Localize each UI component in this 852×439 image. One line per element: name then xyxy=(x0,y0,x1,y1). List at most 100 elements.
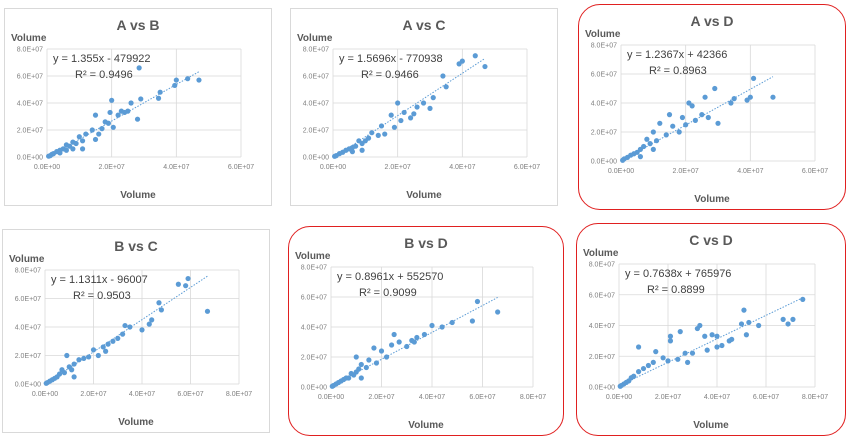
y-axis-label: Volume xyxy=(297,33,333,44)
data-point xyxy=(86,354,92,360)
data-point xyxy=(689,350,696,356)
y-axis-label: Volume xyxy=(585,29,621,40)
x-tick-label: 2.0E+07 xyxy=(673,168,699,175)
plot-area: 0.0E+00 2.0E+07 4.0E+07 6.0E+07 8.0E+07 0.0E+… xyxy=(591,43,829,176)
chart-title: A vs B xyxy=(116,17,160,33)
y-tick-label: 6.0E+07 xyxy=(17,74,43,81)
chart-panel-a-vs-c: A vs C Volume Volume 0.0E+00 2.0E+07 4.0E+07 6… xyxy=(290,8,558,206)
data-point xyxy=(790,316,796,322)
data-point xyxy=(472,53,478,59)
data-point xyxy=(429,322,435,329)
trendline xyxy=(45,275,208,384)
data-point xyxy=(136,65,142,71)
y-tick-label: 6.0E+07 xyxy=(301,295,327,302)
data-point xyxy=(156,300,162,306)
data-point xyxy=(79,146,86,152)
data-point xyxy=(770,94,776,100)
data-point xyxy=(420,100,427,106)
data-point xyxy=(204,308,211,314)
data-point xyxy=(408,115,414,121)
x-tick-label: 6.0E+07 xyxy=(753,394,779,401)
data-point xyxy=(705,114,711,121)
data-point xyxy=(780,316,786,322)
data-point xyxy=(358,375,364,381)
data-point xyxy=(396,339,402,345)
x-tick-label: 8.0E+07 xyxy=(226,391,252,398)
y-tick-label: 8.0E+07 xyxy=(17,47,43,54)
data-point xyxy=(369,130,375,136)
x-tick-label: 8.0E+07 xyxy=(802,394,828,401)
y-tick-label: 0.0E+00 xyxy=(301,385,327,392)
y-tick-label: 4.0E+07 xyxy=(589,323,615,330)
data-point xyxy=(657,120,663,126)
data-point xyxy=(99,126,105,132)
trendline-equation: y = 1.5696x - 770938 xyxy=(339,53,443,65)
data-point xyxy=(694,325,700,332)
data-point xyxy=(349,149,355,155)
data-point xyxy=(440,73,446,79)
y-tick-label: 2.0E+07 xyxy=(303,128,329,135)
data-point xyxy=(660,355,666,361)
plot-area: 0.0E+00 2.0E+07 4.0E+07 6.0E+07 8.0E+07 0.0E+… xyxy=(301,265,547,402)
y-axis-label: Volume xyxy=(295,251,331,262)
data-point xyxy=(100,344,106,350)
data-point xyxy=(679,114,686,121)
data-point xyxy=(636,369,642,375)
data-point xyxy=(743,332,749,338)
data-point xyxy=(96,131,102,137)
r-squared-label: R² = 0.9496 xyxy=(75,69,133,81)
data-point xyxy=(714,333,720,339)
y-tick-label: 8.0E+07 xyxy=(303,47,329,54)
data-point xyxy=(675,356,681,362)
data-point xyxy=(66,364,72,370)
data-point xyxy=(332,153,338,159)
y-tick-label: 8.0E+07 xyxy=(589,262,615,269)
plot-area: 0.0E+00 2.0E+07 4.0E+07 6.0E+07 8.0E+07 0.0E+… xyxy=(15,268,253,399)
r-squared-label: R² = 0.9503 xyxy=(73,290,131,302)
data-point xyxy=(482,63,488,70)
data-point xyxy=(728,100,734,106)
data-point xyxy=(64,352,70,359)
data-point xyxy=(719,342,725,349)
data-point xyxy=(382,131,388,137)
trendline-equation: y = 0.8961x + 552570 xyxy=(337,271,444,283)
data-point xyxy=(57,150,63,156)
data-point xyxy=(640,365,647,372)
data-point xyxy=(495,309,501,315)
data-point xyxy=(155,95,162,101)
data-point xyxy=(109,97,115,103)
y-tick-label: 4.0E+07 xyxy=(301,325,327,332)
data-point xyxy=(173,77,179,83)
data-point xyxy=(409,337,415,344)
y-tick-label: 0.0E+00 xyxy=(303,155,329,162)
x-tick-label: 4.0E+07 xyxy=(129,391,155,398)
trendline-equation: y = 0.7638x + 765976 xyxy=(625,268,732,280)
data-point xyxy=(667,338,674,344)
data-point xyxy=(699,112,705,118)
r-squared-label: R² = 0.9099 xyxy=(359,287,417,299)
x-tick-label: 4.0E+07 xyxy=(419,394,445,401)
data-point xyxy=(76,357,82,363)
x-tick-label: 0.0E+00 xyxy=(34,164,60,171)
x-tick-label: 0.0E+00 xyxy=(32,391,58,398)
data-point xyxy=(726,338,732,344)
plot-area: 0.0E+00 2.0E+07 4.0E+07 6.0E+07 8.0E+07 0.0E+… xyxy=(17,47,255,172)
data-point xyxy=(395,100,401,106)
trendline xyxy=(620,297,803,386)
data-point xyxy=(677,329,683,335)
y-tick-label: 4.0E+07 xyxy=(591,101,617,108)
data-point xyxy=(363,364,369,371)
data-point xyxy=(79,138,86,144)
data-point xyxy=(785,321,791,327)
y-tick-label: 8.0E+07 xyxy=(301,265,327,272)
x-axis-label: Volume xyxy=(406,190,442,201)
x-tick-label: 6.0E+07 xyxy=(802,168,828,175)
trendline-equation: y = 1.355x - 479922 xyxy=(53,53,151,65)
data-point xyxy=(175,281,181,287)
data-point xyxy=(348,370,354,377)
data-point xyxy=(92,136,99,143)
data-point xyxy=(378,348,385,354)
data-point xyxy=(89,127,95,133)
data-point xyxy=(676,129,682,135)
data-point xyxy=(685,359,691,365)
